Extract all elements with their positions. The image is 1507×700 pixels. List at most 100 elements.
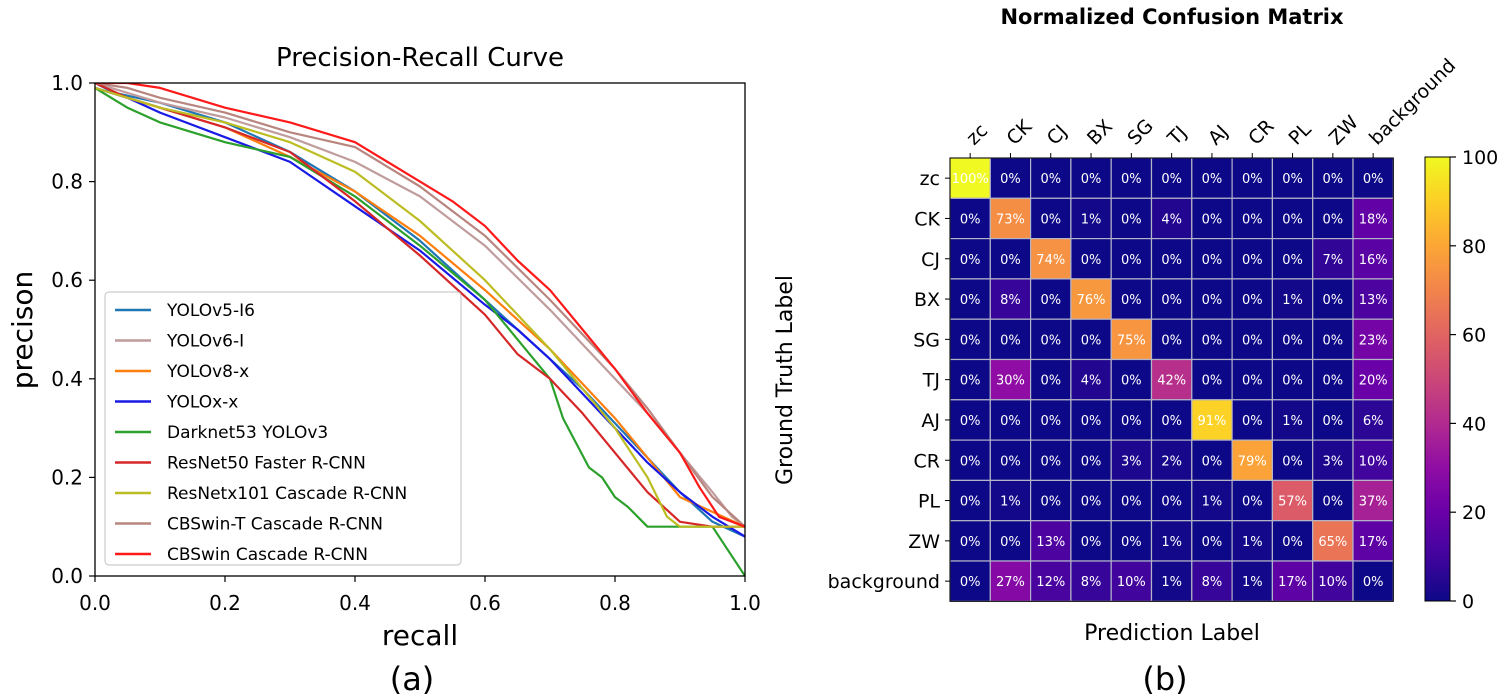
legend-label: Darknet53 YOLOv3	[167, 423, 328, 443]
cell-value-label: 0%	[1081, 333, 1102, 348]
series-line-5	[95, 86, 745, 576]
cell-value-label: 0%	[1040, 172, 1061, 187]
heatmap-cell	[1191, 318, 1233, 361]
legend-label: ResNetx101 Cascade R-CNN	[167, 484, 407, 504]
cell-value-label: 18%	[1359, 212, 1388, 227]
series-line-9	[95, 83, 745, 528]
x-axis-ticks: 0.0 0.2 0.4 0.6 0.8 1.0	[79, 576, 761, 615]
legend-entry: CBSwin Cascade R-CNN	[115, 545, 368, 565]
cell-value-label: 0%	[960, 212, 981, 227]
y-axis-label: Ground Truth Label	[773, 275, 798, 485]
cell-value-label: 10%	[1318, 575, 1347, 590]
cell-value-label: 0%	[1081, 253, 1102, 268]
cell-value-label: 17%	[1359, 535, 1388, 550]
chart-title: Precision-Recall Curve	[276, 43, 564, 73]
cell-value-label: 0%	[1040, 293, 1061, 308]
heatmap-cell	[949, 479, 991, 522]
colorbar-gradient	[1424, 156, 1451, 602]
cell-value-label: 0%	[960, 535, 981, 550]
cell-value-label: 0%	[1081, 454, 1102, 469]
heatmap-cell	[1312, 520, 1354, 562]
x-category-label: background	[1365, 55, 1460, 150]
cell-value-label: 0%	[1040, 374, 1061, 389]
cell-value-label: 1%	[1161, 575, 1182, 590]
cell-value-label: 0%	[1242, 333, 1263, 348]
cell-value-label: 0%	[1323, 374, 1344, 389]
cell-value-label: 1%	[1161, 535, 1182, 550]
x-axis-label: Prediction Label	[1084, 621, 1260, 646]
cell-value-label: 0%	[1121, 414, 1142, 429]
heatmap-cell	[1352, 278, 1394, 320]
cell-value-label: 4%	[1161, 212, 1182, 227]
cell-value-label: 0%	[1202, 374, 1223, 389]
cell-value-label: 65%	[1318, 535, 1347, 550]
legend-entry: CBSwin-T Cascade R-CNN	[115, 515, 383, 535]
cell-value-label: 57%	[1278, 495, 1307, 510]
cell-value-label: 100%	[952, 172, 989, 187]
cell-value-label: 0%	[1282, 535, 1303, 550]
heatmap-cell	[1352, 358, 1394, 401]
x-axis-label: recall	[382, 619, 458, 652]
legend-label: CBSwin-T Cascade R-CNN	[167, 515, 383, 535]
heatmap-cell	[1191, 278, 1233, 320]
y-category-label: TJ	[922, 370, 940, 392]
heatmap-cell	[1271, 278, 1314, 320]
legend-entry: ResNetx101 Cascade R-CNN	[115, 484, 407, 504]
y-category-label: SG	[913, 329, 940, 351]
cell-value-label: 0%	[1121, 535, 1142, 550]
cell-value-label: 0%	[1000, 414, 1021, 429]
cell-value-label: 13%	[1036, 535, 1065, 550]
heatmap-cell	[1029, 358, 1072, 401]
cell-value-label: 0%	[960, 333, 981, 348]
heatmap-cell	[1029, 157, 1072, 199]
cell-value-label: 0%	[1242, 414, 1263, 429]
legend-entry: YOLOx-x	[115, 393, 238, 413]
heatmap-cell	[1070, 520, 1112, 562]
x-category-label: CR	[1244, 115, 1278, 149]
colorbar-tick-label: 60	[1462, 325, 1486, 347]
heatmap-cell	[1312, 439, 1354, 482]
cell-value-label: 79%	[1238, 454, 1267, 469]
cell-value-label: 0%	[1202, 535, 1223, 550]
cell-value-label: 0%	[1282, 253, 1303, 268]
cell-value-label: 0%	[1161, 253, 1182, 268]
cell-value-label: 8%	[1202, 575, 1223, 590]
cell-value-label: 1%	[1282, 293, 1303, 308]
x-category-labels: zc CK CJ BX SG TJ AJ CR PL ZW background	[962, 55, 1460, 158]
x-tick-label: 0.4	[339, 591, 371, 615]
cell-value-label: 74%	[1036, 253, 1065, 268]
cell-value-label: 0%	[1161, 414, 1182, 429]
cell-value-label: 0%	[1282, 333, 1303, 348]
heatmap-cell	[1231, 399, 1273, 441]
heatmap-cell	[1312, 560, 1354, 602]
cell-value-label: 0%	[1282, 454, 1303, 469]
heatmap-cell	[1271, 358, 1314, 401]
x-category-label: PL	[1285, 118, 1316, 149]
cell-value-label: 76%	[1077, 293, 1106, 308]
y-category-label: CK	[914, 208, 940, 230]
x-tick-label: 0.8	[599, 591, 631, 615]
legend-entry: Darknet53 YOLOv3	[115, 423, 328, 443]
cell-value-label: 3%	[1121, 454, 1142, 469]
legend-label: YOLOv8-x	[166, 362, 249, 382]
heatmap-cell	[1150, 439, 1193, 482]
heatmap-cell	[1150, 197, 1193, 240]
cell-value-label: 0%	[1202, 172, 1223, 187]
cell-value-label: 0%	[1242, 253, 1263, 268]
cell-value-label: 0%	[1161, 293, 1182, 308]
legend-entry: YOLOv5-I6	[115, 301, 255, 321]
heatmap-cell	[1191, 197, 1233, 240]
plot-area	[94, 82, 746, 577]
x-category-label: CK	[1002, 115, 1036, 149]
cell-value-label: 0%	[1121, 172, 1142, 187]
heatmap-cell	[1352, 197, 1394, 240]
y-category-label: CR	[914, 450, 940, 472]
y-category-label: PL	[918, 491, 940, 513]
cell-value-label: 91%	[1197, 414, 1226, 429]
y-tick-label: 0.8	[51, 170, 83, 194]
y-tick-label: 0.6	[51, 268, 83, 292]
heatmap-cell	[949, 520, 991, 562]
y-tick-label: 0.2	[51, 465, 83, 489]
cell-value-label: 0%	[1000, 454, 1021, 469]
cell-value-label: 0%	[1363, 575, 1384, 590]
